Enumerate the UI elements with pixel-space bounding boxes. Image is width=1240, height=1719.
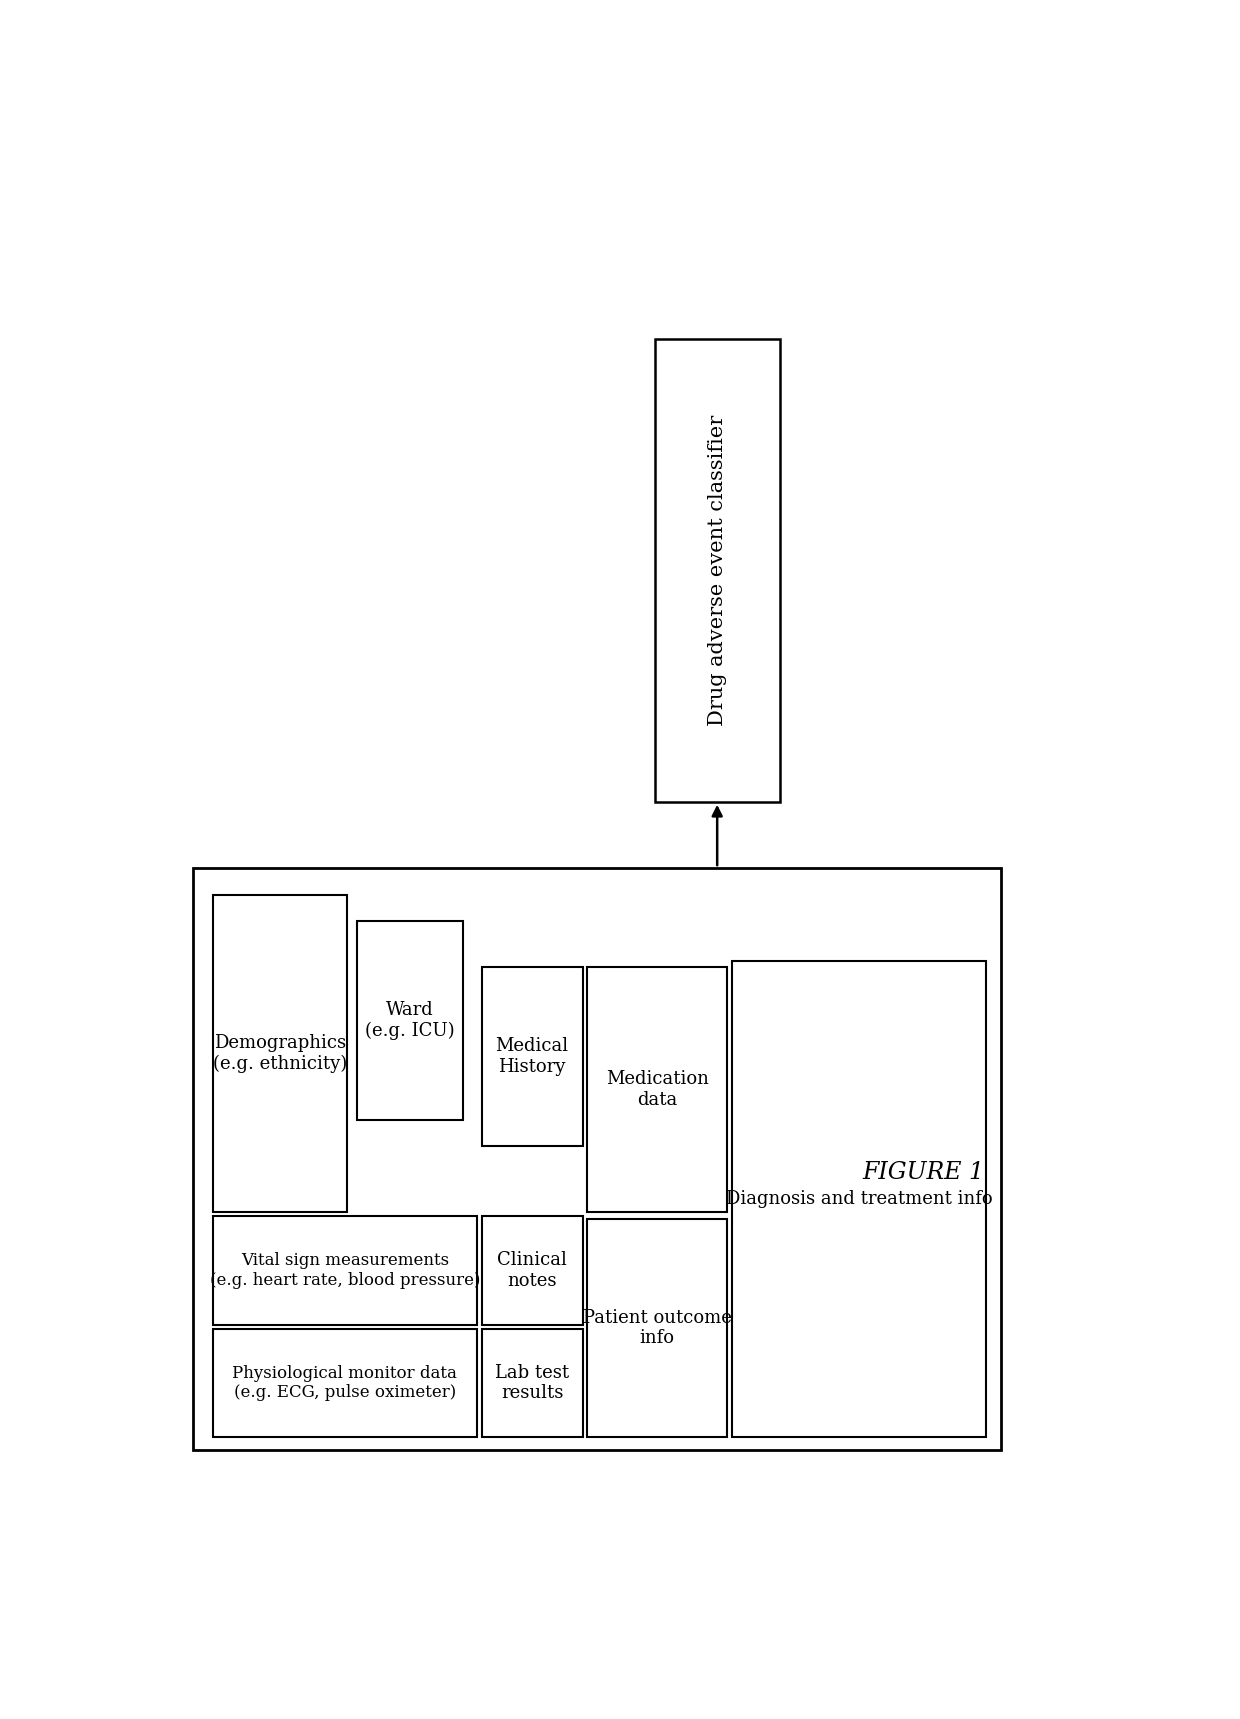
FancyBboxPatch shape: [357, 921, 463, 1119]
FancyBboxPatch shape: [213, 894, 347, 1212]
Text: Lab test
results: Lab test results: [495, 1363, 569, 1403]
Text: Medication
data: Medication data: [605, 1071, 708, 1109]
Text: FIGURE 1: FIGURE 1: [863, 1160, 985, 1184]
Text: Diagnosis and treatment info: Diagnosis and treatment info: [725, 1190, 992, 1208]
Text: Clinical
notes: Clinical notes: [497, 1251, 567, 1289]
Text: Drug adverse event classifier: Drug adverse event classifier: [708, 414, 727, 725]
Text: Physiological monitor data
(e.g. ECG, pulse oximeter): Physiological monitor data (e.g. ECG, pu…: [232, 1365, 458, 1401]
FancyBboxPatch shape: [481, 1217, 583, 1325]
FancyBboxPatch shape: [213, 1217, 477, 1325]
FancyBboxPatch shape: [193, 868, 1001, 1451]
Text: Demographics
(e.g. ethnicity): Demographics (e.g. ethnicity): [213, 1033, 347, 1073]
FancyBboxPatch shape: [732, 961, 986, 1437]
Text: Patient outcome
info: Patient outcome info: [583, 1308, 732, 1348]
Text: Ward
(e.g. ICU): Ward (e.g. ICU): [365, 1000, 455, 1040]
FancyBboxPatch shape: [481, 968, 583, 1147]
Text: Medical
History: Medical History: [496, 1037, 569, 1076]
FancyBboxPatch shape: [213, 1329, 477, 1437]
FancyBboxPatch shape: [588, 1219, 727, 1437]
FancyBboxPatch shape: [481, 1329, 583, 1437]
FancyBboxPatch shape: [655, 339, 780, 801]
Text: Vital sign measurements
(e.g. heart rate, blood pressure): Vital sign measurements (e.g. heart rate…: [210, 1251, 480, 1289]
FancyBboxPatch shape: [588, 968, 727, 1212]
